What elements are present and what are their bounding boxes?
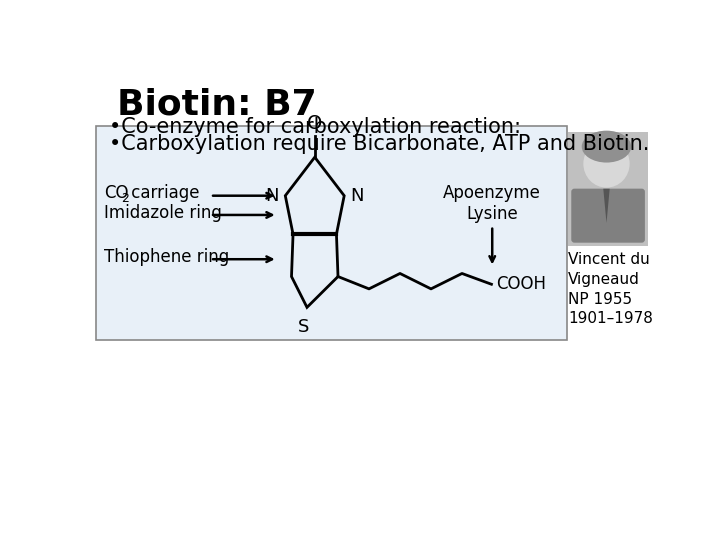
Bar: [568, 132, 648, 246]
Text: •Carboxylation require Bicarbonate, ATP and Biotin.: •Carboxylation require Bicarbonate, ATP …: [109, 134, 649, 154]
Polygon shape: [603, 189, 610, 223]
Text: Vincent du
Vigneaud
NP 1955
1901–1978: Vincent du Vigneaud NP 1955 1901–1978: [568, 252, 653, 326]
Text: carriage: carriage: [126, 184, 199, 202]
Ellipse shape: [582, 131, 631, 163]
Text: CO: CO: [104, 184, 128, 202]
Text: COOH: COOH: [496, 275, 546, 293]
Text: Imidazole ring: Imidazole ring: [104, 204, 222, 221]
Text: •Co-enzyme for carboxylation reaction:: •Co-enzyme for carboxylation reaction:: [109, 117, 521, 137]
Bar: [96, 126, 567, 340]
Text: Biotin: B7: Biotin: B7: [117, 88, 317, 122]
Text: O: O: [307, 113, 323, 132]
Text: S: S: [297, 318, 309, 336]
Text: Apoenzyme
Lysine: Apoenzyme Lysine: [444, 184, 541, 222]
FancyBboxPatch shape: [571, 188, 645, 242]
Ellipse shape: [583, 140, 630, 187]
Text: 2: 2: [121, 192, 129, 205]
Text: N: N: [351, 187, 364, 205]
Text: N: N: [266, 187, 279, 205]
Text: Thiophene ring: Thiophene ring: [104, 248, 229, 266]
